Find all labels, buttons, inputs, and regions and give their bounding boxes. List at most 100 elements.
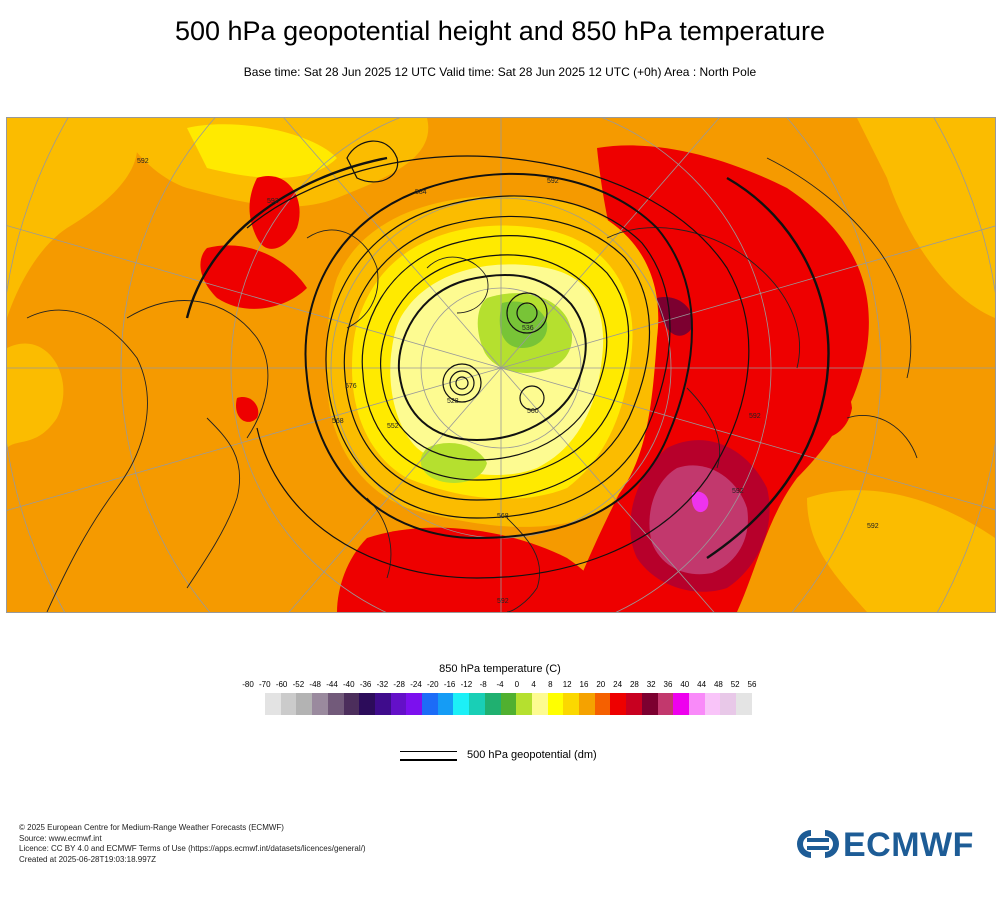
legend-tick-label: 0 [514,680,520,689]
legend-tick-label: -32 [376,680,389,689]
legend-tick-label: -70 [259,680,271,689]
map-canvas: 584 576 560 536 528 552 568 592 592 592 … [7,118,995,612]
legend-tick-label: -28 [393,680,405,689]
legend-swatch [265,693,281,715]
footer-source: Source: www.ecmwf.int [19,833,102,843]
legend-tick-label: -16 [443,680,456,689]
legend-tick-label: -24 [410,680,422,689]
legend-swatch [626,693,642,715]
contour-label: 568 [332,418,344,425]
temperature-patch [187,124,337,178]
legend-swatch [280,693,297,715]
legend-tick-label: -80 [242,680,254,689]
temperature-legend-bar [265,693,752,715]
legend-tick-label: 32 [646,680,656,689]
legend-swatch [343,693,360,715]
legend-tick-label: 12 [562,680,572,689]
contour-label: 576 [345,383,357,390]
warm-region [200,245,307,309]
legend-swatch [437,693,454,715]
legend-swatch [312,693,328,715]
legend-swatch [469,693,485,715]
chart-title: 500 hPa geopotential height and 850 hPa … [174,16,825,46]
contour-label: 592 [867,523,879,530]
legend-tick-label: 52 [730,680,740,689]
legend-swatch [563,693,580,715]
warm-region-south [337,527,607,612]
legend-swatch [516,693,532,715]
warm-region [780,355,852,439]
legend-tick-label: -36 [359,680,372,689]
legend-tick-label: -12 [460,680,473,689]
legend-swatch [720,693,737,715]
contour-labels: 584 576 560 536 528 552 568 592 592 592 … [137,158,879,605]
legend-swatch [688,693,705,715]
legend-swatch [594,693,611,715]
legend-tick-label: 20 [596,680,606,689]
contour-label: 560 [527,408,539,415]
legend-swatch [500,693,517,715]
footer-licence: Licence: CC BY 4.0 and ECMWF Terms of Us… [19,844,366,853]
legend-tick-label: 4 [531,680,536,689]
north-pole-map: 584 576 560 536 528 552 568 592 592 592 … [6,117,996,613]
legend-swatch [673,693,689,715]
legend-tick-label: 36 [663,680,673,689]
contour-label: 592 [267,198,279,205]
legend-tick-label: -8 [479,680,487,689]
legend-swatch [390,693,407,715]
legend-tick-label: 28 [629,680,639,689]
contour-label: 592 [547,178,559,185]
legend-swatch [422,693,438,715]
cold-region [499,301,548,348]
contour-label: 584 [415,189,427,196]
legend-swatch [547,693,564,715]
geopotential-legend-label: 500 hPa geopotential (dm) [467,749,597,761]
legend-swatch [453,693,470,715]
legend-swatch [406,693,423,715]
legend-tick-label: -20 [427,680,439,689]
legend-tick-label: -40 [343,680,355,689]
legend-tick-label: -60 [275,680,288,689]
legend-swatch [531,693,548,715]
temperature-patch [7,118,138,318]
contour-label: 552 [387,423,399,430]
temperature-legend-ticks: -80 -70 -60 -52 -48 -44 -40 -36 -32 -28 -24 -20 -16-… [240,680,760,692]
legend-tick-label: 40 [680,680,690,689]
contour-label: 592 [137,158,149,165]
legend-swatch [657,693,674,715]
geopotential-contours [185,140,830,579]
contour-label: 592 [732,488,744,495]
ecmwf-logo-text: ECMWF [843,826,974,864]
legend-swatch [704,693,721,715]
legend-swatch [296,693,313,715]
legend-swatch [374,693,391,715]
legend-tick-label: -48 [309,680,321,689]
warm-region [236,397,259,422]
legend-swatch [641,693,658,715]
contour-label: 592 [749,413,761,420]
contour-label: 536 [522,325,534,332]
chart-subtitle: Base time: Sat 28 Jun 2025 12 UTC Valid … [243,65,757,79]
hot-spot [691,491,709,513]
legend-swatch [359,693,375,715]
legend-swatch [484,693,501,715]
legend-tick-label: -44 [326,680,338,689]
contour-label: 592 [497,598,509,605]
temperature-patch [857,118,995,318]
footer-created: Created at 2025-06-28T19:03:18.997Z [19,854,156,864]
legend-tick-label: -52 [292,680,305,689]
footer-credits: © 2025 European Centre for Medium-Range … [19,823,366,865]
legend-tick-label: 8 [548,680,553,689]
legend-swatch [327,693,344,715]
legend-tick-label: 56 [747,680,757,689]
temperature-legend-title: 850 hPa temperature (C) [439,663,561,675]
legend-tick-label: 44 [697,680,707,689]
legend-tick-label: 48 [713,680,723,689]
contour-label: 568 [497,513,509,520]
geopotential-line-sample [400,751,457,752]
geopotential-line-sample-bold [400,759,457,761]
legend-swatch [610,693,627,715]
ecmwf-logo-icon [797,830,839,858]
legend-swatch [736,693,752,715]
coastlines [26,157,918,612]
